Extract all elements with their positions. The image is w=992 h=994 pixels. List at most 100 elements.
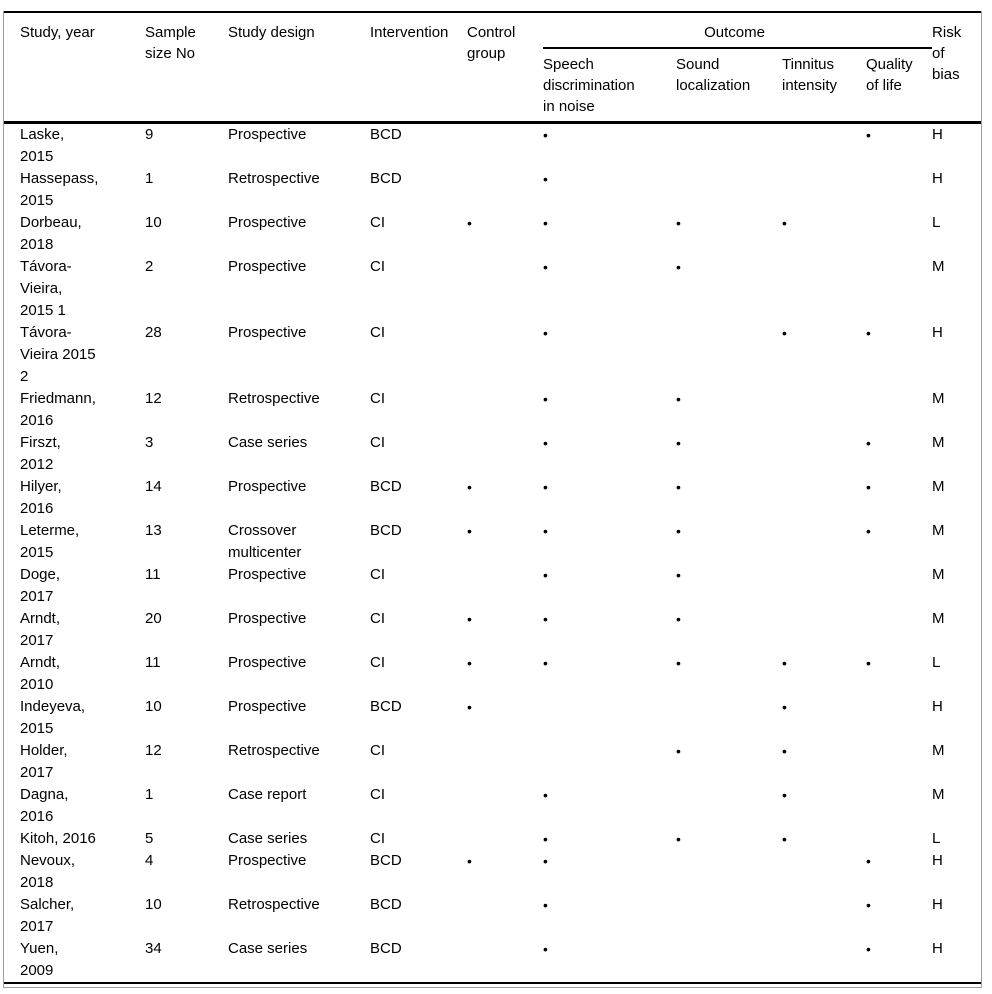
table-body: Laske, 2015 9 Prospective BCD • • H Hass… — [4, 123, 981, 984]
study-cell: Távora- Vieira 2015 2 — [20, 324, 96, 385]
study-design-cell: Prospective — [228, 610, 307, 627]
sample-size-cell: 11 — [145, 654, 161, 671]
sample-size-cell: 10 — [145, 698, 162, 715]
quality-dot-cell — [866, 388, 932, 432]
sample-size-cell: 11 — [145, 566, 161, 583]
speech-dot-cell: • — [543, 611, 548, 627]
tinnitus-dot-cell — [782, 938, 866, 983]
speech-dot-cell: • — [543, 171, 548, 187]
sound-dot-cell — [676, 938, 782, 983]
speech-dot-cell — [543, 740, 676, 784]
quality-dot-cell — [866, 740, 932, 784]
quality-dot-cell: • — [866, 435, 871, 451]
sample-size-cell: 9 — [145, 126, 154, 143]
study-design-cell: Crossover multicenter — [228, 522, 302, 561]
tinnitus-dot-cell: • — [782, 655, 787, 671]
tinnitus-dot-cell — [782, 168, 866, 212]
table-row: Kitoh, 2016 5 Case series CI • • • L — [4, 828, 981, 850]
quality-dot-cell: • — [866, 655, 871, 671]
sample-size-cell: 4 — [145, 852, 154, 869]
table-row: Nevoux, 2018 4 Prospective BCD • • • H — [4, 850, 981, 894]
study-design-cell: Case series — [228, 830, 308, 847]
quality-dot-cell — [866, 256, 932, 322]
risk-cell: L — [932, 654, 941, 671]
risk-cell: M — [932, 434, 945, 451]
sound-dot-cell — [676, 123, 782, 169]
study-cell: Salcher, 2017 — [20, 896, 75, 935]
control-group-dot-cell — [467, 256, 543, 322]
col-header-quality-of-life: Quality of life — [866, 48, 933, 124]
study-cell: Indeyeva, 2015 — [20, 698, 86, 737]
sample-size-cell: 1 — [145, 170, 154, 187]
sample-size-cell: 3 — [145, 434, 154, 451]
risk-cell: M — [932, 258, 945, 275]
study-design-cell: Case series — [228, 434, 308, 451]
tinnitus-dot-cell — [782, 388, 866, 432]
speech-dot-cell: • — [543, 787, 548, 803]
study-design-cell: Prospective — [228, 214, 307, 231]
table-row: Hassepass, 2015 1 Retrospective BCD • H — [4, 168, 981, 212]
speech-dot-cell: • — [543, 567, 548, 583]
sample-size-cell: 20 — [145, 610, 162, 627]
header-row-outcome-sub: Speech discrimination in noise Sound loc… — [4, 48, 981, 124]
risk-cell: H — [932, 126, 943, 143]
risk-cell: M — [932, 610, 945, 627]
control-group-dot-cell: • — [467, 655, 472, 671]
table-row: Távora- Vieira, 2015 1 2 Prospective CI … — [4, 256, 981, 322]
col-header-sound-localization: Sound localization — [676, 48, 782, 124]
study-design-cell: Prospective — [228, 258, 307, 275]
quality-dot-cell — [866, 564, 932, 608]
speech-dot-cell: • — [543, 941, 548, 957]
sample-size-cell: 2 — [145, 258, 154, 275]
sound-dot-cell: • — [676, 479, 681, 495]
sample-size-cell: 10 — [145, 214, 162, 231]
risk-cell: L — [932, 830, 941, 847]
study-cell: Hassepass, 2015 — [20, 170, 99, 209]
control-group-dot-cell: • — [467, 611, 472, 627]
intervention-cell: CI — [370, 258, 385, 275]
control-group-dot-cell: • — [467, 699, 472, 715]
study-cell: Távora- Vieira, 2015 1 — [20, 258, 72, 319]
table-row: Holder, 2017 12 Retrospective CI • • M — [4, 740, 981, 784]
study-cell: Laske, 2015 — [20, 126, 65, 165]
sound-dot-cell: • — [676, 215, 681, 231]
quality-dot-cell: • — [866, 127, 871, 143]
sound-dot-cell: • — [676, 259, 681, 275]
intervention-cell: CI — [370, 610, 385, 627]
table-row: Arndt, 2017 20 Prospective CI • • • M — [4, 608, 981, 652]
intervention-cell: BCD — [370, 522, 402, 539]
tinnitus-dot-cell — [782, 564, 866, 608]
col-header-sample-size: Sample size No — [145, 12, 228, 124]
study-design-cell: Prospective — [228, 478, 307, 495]
col-header-study-year: Study, year — [4, 12, 145, 124]
study-cell: Kitoh, 2016 — [20, 830, 96, 847]
col-header-speech-discrimination: Speech discrimination in noise — [543, 48, 676, 124]
sample-size-cell: 5 — [145, 830, 154, 847]
intervention-cell: CI — [370, 742, 385, 759]
intervention-cell: BCD — [370, 852, 402, 869]
study-design-cell: Prospective — [228, 852, 307, 869]
col-header-control-group: Control group — [467, 12, 543, 124]
risk-cell: M — [932, 478, 945, 495]
control-group-dot-cell — [467, 388, 543, 432]
risk-cell: L — [932, 214, 941, 231]
risk-cell: H — [932, 896, 943, 913]
tinnitus-dot-cell — [782, 894, 866, 938]
table-row: Doge, 2017 11 Prospective CI • • M — [4, 564, 981, 608]
intervention-cell: CI — [370, 324, 385, 341]
sound-dot-cell: • — [676, 523, 681, 539]
study-cell: Doge, 2017 — [20, 566, 61, 605]
tinnitus-dot-cell: • — [782, 699, 787, 715]
quality-dot-cell — [866, 212, 932, 256]
intervention-cell: BCD — [370, 478, 402, 495]
sample-size-cell: 28 — [145, 324, 162, 341]
risk-cell: H — [932, 170, 943, 187]
control-group-dot-cell — [467, 938, 543, 983]
sample-size-cell: 12 — [145, 742, 162, 759]
study-cell: Leterme, 2015 — [20, 522, 80, 561]
sample-size-cell: 12 — [145, 390, 162, 407]
sound-dot-cell — [676, 696, 782, 740]
intervention-cell: CI — [370, 654, 385, 671]
study-cell: Firszt, 2012 — [20, 434, 61, 473]
study-cell: Nevoux, 2018 — [20, 852, 76, 891]
